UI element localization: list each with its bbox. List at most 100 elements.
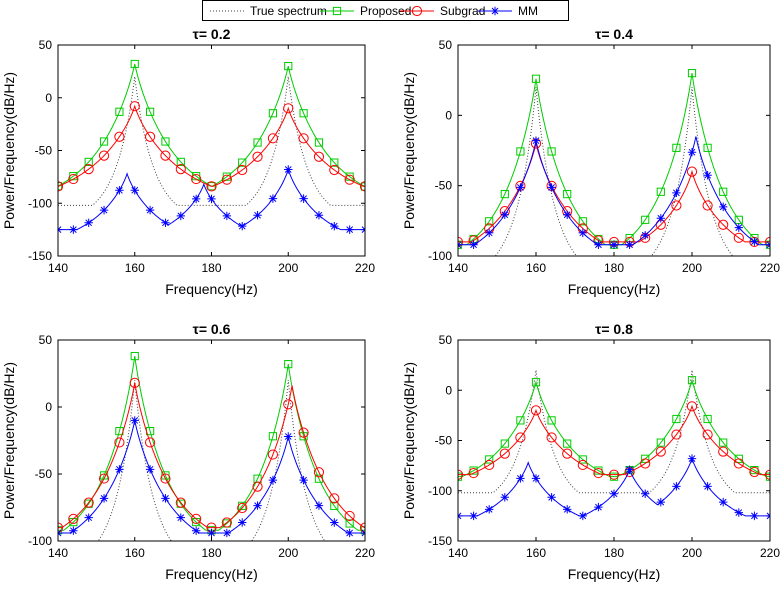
legend-marker bbox=[490, 6, 500, 16]
data-point bbox=[68, 173, 79, 185]
data-point bbox=[130, 59, 139, 69]
data-point bbox=[469, 240, 478, 249]
data-point bbox=[578, 217, 587, 226]
data-point bbox=[206, 181, 217, 192]
legend-item: Proposed bbox=[320, 4, 411, 18]
data-point bbox=[578, 511, 587, 521]
data-point bbox=[115, 186, 124, 195]
series-group bbox=[458, 69, 770, 256]
x-tick-label: 140 bbox=[48, 546, 68, 560]
data-point bbox=[515, 432, 526, 443]
data-point bbox=[468, 467, 479, 479]
x-tick-label: 180 bbox=[201, 546, 221, 560]
data-point bbox=[284, 165, 293, 174]
y-tick-label: -100 bbox=[428, 249, 452, 263]
data-point bbox=[718, 219, 729, 230]
series-group bbox=[58, 59, 365, 234]
data-point bbox=[671, 200, 682, 211]
x-tick-label: 200 bbox=[278, 546, 298, 560]
y-tick-label: 50 bbox=[39, 38, 53, 52]
y-tick-label: -50 bbox=[435, 179, 453, 193]
panel-title: τ= 0.8 bbox=[595, 321, 633, 337]
series-line-subgrad bbox=[458, 404, 770, 476]
data-point bbox=[764, 469, 770, 480]
data-point bbox=[594, 240, 603, 249]
data-point bbox=[114, 131, 125, 142]
data-point bbox=[593, 467, 604, 479]
data-point bbox=[130, 186, 139, 195]
y-tick-label: 50 bbox=[39, 333, 53, 347]
data-point bbox=[547, 183, 556, 192]
data-point bbox=[114, 437, 125, 448]
data-point bbox=[609, 240, 619, 249]
data-point bbox=[344, 510, 355, 522]
y-tick-label: -50 bbox=[35, 144, 53, 158]
x-tick-label: 180 bbox=[201, 261, 221, 275]
data-point bbox=[703, 482, 712, 491]
data-point bbox=[547, 147, 556, 156]
data-point bbox=[268, 475, 278, 485]
data-point bbox=[191, 513, 202, 524]
data-point bbox=[500, 210, 509, 219]
legend-label: True spectrum bbox=[250, 4, 327, 18]
y-tick-label: -50 bbox=[35, 467, 53, 481]
x-tick-label: 220 bbox=[760, 546, 780, 560]
data-point bbox=[516, 474, 525, 483]
data-point bbox=[207, 528, 216, 538]
data-point bbox=[485, 228, 494, 238]
data-point bbox=[749, 236, 760, 248]
legend-item: True spectrum bbox=[210, 4, 327, 18]
data-point bbox=[764, 236, 770, 248]
data-point bbox=[313, 467, 325, 478]
x-tick-label: 200 bbox=[278, 261, 298, 275]
data-point bbox=[687, 454, 697, 463]
plot-area bbox=[458, 45, 770, 256]
data-point bbox=[531, 474, 541, 483]
x-tick-label: 140 bbox=[448, 261, 468, 275]
panel-4: 140 160 180 200 220 50 0 -50 -100 -150 τ= 0.8 Frequ… bbox=[401, 321, 780, 582]
data-point bbox=[175, 164, 186, 175]
data-point bbox=[485, 455, 494, 464]
data-point bbox=[207, 182, 216, 191]
data-point bbox=[68, 513, 79, 524]
data-point bbox=[719, 438, 728, 447]
y-axis-label: Power/Frequency(dB/Hz) bbox=[401, 72, 417, 229]
plot-area bbox=[458, 340, 770, 541]
data-point bbox=[516, 416, 525, 425]
x-tick-label: 200 bbox=[682, 261, 702, 275]
data-point bbox=[69, 225, 78, 234]
data-point bbox=[284, 360, 293, 369]
data-point bbox=[221, 174, 232, 185]
data-point bbox=[222, 528, 232, 538]
data-point bbox=[547, 416, 556, 425]
y-tick-label: 0 bbox=[445, 383, 452, 397]
data-point bbox=[130, 351, 139, 361]
data-point bbox=[516, 147, 525, 156]
data-point bbox=[703, 143, 712, 152]
data-point bbox=[99, 494, 109, 503]
data-point bbox=[625, 240, 634, 249]
data-point bbox=[577, 459, 588, 471]
data-point bbox=[83, 497, 94, 508]
x-tick-label: 160 bbox=[526, 546, 546, 560]
data-point bbox=[469, 511, 478, 521]
data-point bbox=[84, 513, 93, 522]
data-point bbox=[733, 458, 744, 469]
y-tick-label: -150 bbox=[428, 534, 452, 548]
data-point bbox=[145, 465, 155, 474]
data-point bbox=[129, 101, 140, 112]
data-point bbox=[299, 194, 308, 203]
data-point bbox=[252, 151, 263, 162]
data-point bbox=[702, 200, 713, 211]
data-point bbox=[656, 497, 665, 507]
data-point bbox=[719, 187, 728, 196]
data-point bbox=[563, 210, 572, 219]
data-point bbox=[268, 194, 278, 203]
data-point bbox=[237, 502, 248, 514]
data-point bbox=[672, 188, 681, 198]
data-point bbox=[641, 231, 650, 240]
legend-marker bbox=[332, 6, 342, 16]
data-point bbox=[485, 217, 494, 226]
legend-box bbox=[202, 0, 569, 21]
data-point bbox=[161, 494, 170, 503]
